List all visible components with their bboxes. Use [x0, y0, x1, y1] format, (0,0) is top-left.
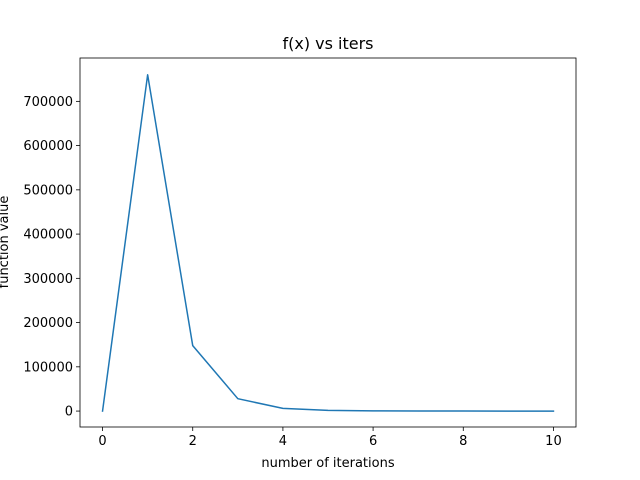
y-tick-label: 500000	[23, 183, 73, 198]
y-tick-label: 300000	[23, 272, 73, 287]
y-tick-label: 0	[65, 405, 73, 420]
x-tick-label: 10	[545, 434, 562, 449]
y-tick-label: 200000	[23, 316, 73, 331]
y-tick-label: 700000	[23, 95, 73, 110]
x-tick-label: 8	[459, 434, 467, 449]
x-tick-label: 4	[279, 434, 287, 449]
x-tick-label: 6	[369, 434, 377, 449]
plot-area: 0 2 4 6 8 10 0 100000 200000 300000 400000 500000 60…	[23, 57, 577, 449]
x-tick-label: 2	[189, 434, 197, 449]
chart-title: f(x) vs iters	[282, 34, 373, 53]
y-tick-label: 600000	[23, 139, 73, 154]
y-tick-label: 100000	[23, 360, 73, 375]
x-tick-label: 0	[98, 434, 106, 449]
series-line-0	[101, 74, 555, 412]
y-axis-label: function value	[0, 196, 12, 289]
x-axis-label: number of iterations	[261, 456, 394, 471]
plot-frame	[79, 57, 577, 428]
y-tick-label: 400000	[23, 228, 73, 243]
